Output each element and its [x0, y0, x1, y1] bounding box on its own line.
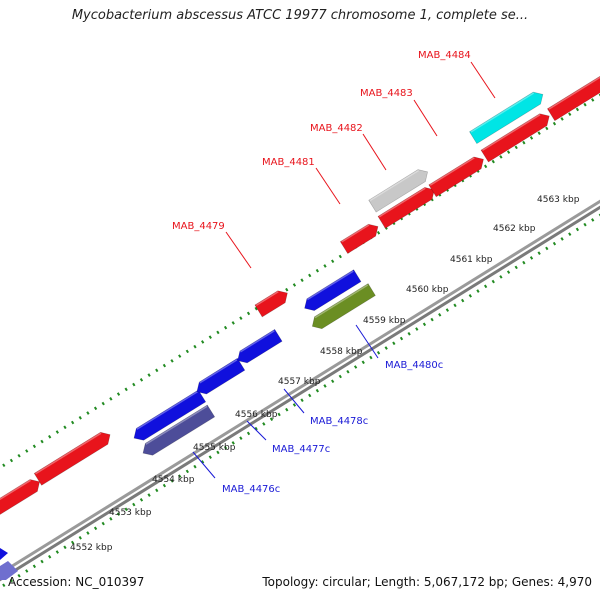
scale-tick-label: 4558 kbp	[320, 347, 363, 357]
gene-arrow-mab-4477c[interactable]	[133, 389, 207, 441]
gene-arrow-mab-4484[interactable]	[469, 91, 544, 145]
gene-arrow-reverse[interactable]	[237, 328, 283, 364]
gene-label-leader	[225, 231, 252, 269]
gene-arrow-mab-4483[interactable]	[428, 156, 484, 198]
gene-highlight	[369, 169, 419, 202]
gene-label-leader	[315, 167, 341, 205]
genome-stats: Topology: circular; Length: 5,067,172 bp…	[262, 575, 592, 589]
backbone-line	[0, 205, 600, 582]
gene-arrow-forward[interactable]	[480, 113, 550, 163]
scale-tick-label: 4553 kbp	[109, 508, 152, 518]
gene-arrow-reverse[interactable]	[304, 269, 362, 311]
gene-label-leader	[362, 133, 387, 171]
gene-label-leader	[283, 388, 305, 414]
gene-label-mab-4483[interactable]: MAB_4483	[360, 88, 413, 99]
gene-label-leader	[246, 420, 267, 441]
scale-tick-label: 4557 kbp	[278, 377, 321, 387]
scale-tick-label: 4563 kbp	[537, 195, 580, 205]
scale-tick-label: 4552 kbp	[70, 543, 113, 553]
gene-label-mab-4478c[interactable]: MAB_4478c	[310, 416, 368, 427]
gene-label-leader	[470, 61, 496, 99]
gene-highlight	[307, 270, 354, 301]
accession-label: Accession: NC_010397	[8, 575, 145, 589]
gene-arrow-mab-4480c[interactable]	[311, 283, 376, 330]
gene-highlight	[255, 290, 279, 306]
gene-label-leader	[413, 99, 438, 137]
backbone-line	[0, 199, 600, 576]
scale-tick-label: 4562 kbp	[493, 224, 536, 234]
gene-label-mab-4484[interactable]: MAB_4484	[418, 50, 471, 61]
gene-label-mab-4480c[interactable]: MAB_4480c	[385, 360, 443, 371]
gene-highlight	[199, 359, 238, 384]
scale-tick-label: 4560 kbp	[406, 285, 449, 295]
gene-highlight	[145, 405, 208, 445]
gene-highlight	[429, 157, 475, 186]
scale-tick-label: 4555 kbp	[193, 443, 236, 453]
gene-arrow-forward[interactable]	[546, 73, 600, 122]
gene-arrow-forward[interactable]	[33, 431, 111, 486]
gene-highlight	[239, 330, 275, 353]
gene-label-leader	[192, 451, 216, 479]
gene-highlight	[378, 187, 426, 218]
map-title: Mycobacterium abscessus ATCC 19977 chrom…	[71, 8, 529, 23]
gene-highlight	[481, 113, 541, 152]
gene-arrow-mab-4478c[interactable]	[196, 357, 246, 395]
scale-tick-label: 4559 kbp	[363, 316, 406, 326]
gene-arrow-mab-4481[interactable]	[339, 223, 379, 254]
gene-label-leader	[355, 324, 379, 359]
gene-label-mab-4479[interactable]: MAB_4479	[172, 221, 225, 232]
gene-highlight	[0, 479, 31, 501]
gene-highlight	[341, 224, 370, 243]
gene-highlight	[470, 92, 535, 133]
gene-arrow-forward[interactable]	[377, 187, 435, 229]
scale-tick-label: 4556 kbp	[235, 410, 278, 420]
scale-tick-label: 4561 kbp	[450, 255, 493, 265]
gene-label-mab-4481[interactable]: MAB_4481	[262, 157, 315, 168]
gene-highlight	[548, 76, 600, 110]
gene-arrow-forward[interactable]	[0, 479, 40, 519]
gene-arrow-mab-4482[interactable]	[368, 169, 428, 213]
gene-highlight	[314, 284, 369, 319]
scale-tick-label: 4554 kbp	[152, 475, 195, 485]
gene-arrow-reverse[interactable]	[0, 561, 18, 580]
gene-highlight	[35, 432, 102, 475]
gene-arrow-mab-4476c[interactable]	[142, 404, 216, 456]
gene-highlight	[136, 390, 199, 430]
gene-label-mab-4482[interactable]: MAB_4482	[310, 123, 363, 134]
gene-arrow-reverse[interactable]	[0, 548, 8, 560]
gene-label-mab-4477c[interactable]: MAB_4477c	[272, 444, 330, 455]
gene-label-mab-4476c[interactable]: MAB_4476c	[222, 484, 280, 495]
gene-arrow-mab-4479[interactable]	[254, 290, 288, 318]
